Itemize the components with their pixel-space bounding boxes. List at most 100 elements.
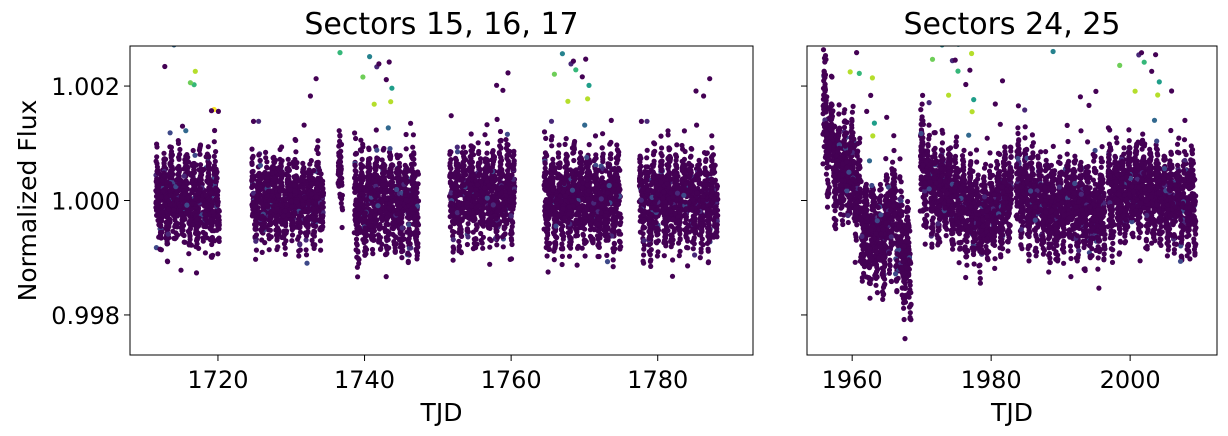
data-point [571, 140, 577, 147]
data-point [479, 240, 485, 246]
data-point [177, 146, 183, 153]
data-point [465, 234, 471, 240]
data-point [312, 242, 318, 248]
data-point [375, 223, 381, 229]
data-point [250, 199, 256, 205]
data-point [286, 161, 292, 167]
data-point [291, 174, 297, 180]
data-point [297, 242, 303, 248]
data-point [278, 176, 284, 182]
data-point [336, 162, 342, 168]
data-point [377, 246, 384, 252]
data-point [504, 131, 510, 137]
data-point [262, 190, 268, 196]
data-point [265, 171, 271, 177]
data-point [202, 250, 208, 256]
data-point [582, 239, 588, 245]
data-point [383, 274, 389, 280]
data-point [484, 150, 490, 156]
data-point [374, 147, 380, 153]
data-point [190, 222, 196, 228]
data-point [208, 203, 214, 209]
data-point [479, 221, 485, 227]
data-point [494, 242, 500, 248]
data-point [550, 187, 556, 193]
data-point [573, 67, 579, 73]
data-point [159, 209, 165, 215]
data-point [598, 209, 604, 216]
data-point [370, 201, 376, 207]
data-point [168, 144, 174, 150]
data-point [551, 175, 557, 181]
data-point [400, 176, 406, 182]
data-point [394, 152, 400, 158]
data-point [205, 144, 211, 150]
data-point [503, 184, 509, 190]
data-point [452, 181, 458, 187]
data-point [501, 226, 507, 232]
data-point [454, 210, 460, 216]
data-point [320, 190, 327, 196]
data-point [616, 186, 622, 192]
data-point [215, 108, 221, 114]
data-point [603, 213, 609, 219]
data-point [311, 228, 317, 234]
data-point [274, 237, 280, 243]
data-point [543, 135, 549, 141]
data-point [338, 148, 344, 154]
data-point [289, 238, 295, 244]
data-point [282, 208, 288, 214]
data-point [207, 217, 213, 223]
data-point [268, 220, 274, 226]
data-point [363, 188, 369, 194]
data-point [290, 224, 296, 230]
data-point [256, 118, 262, 124]
data-point [408, 120, 414, 126]
data-point [181, 173, 187, 179]
data-point [465, 176, 472, 183]
data-point [490, 185, 497, 191]
data-point [560, 206, 566, 212]
data-point [158, 247, 164, 253]
data-point [277, 188, 283, 194]
data-point [275, 229, 281, 235]
data-point [487, 225, 493, 231]
data-point [544, 235, 550, 242]
data-point [582, 253, 588, 259]
data-point [543, 180, 549, 186]
data-point [403, 197, 409, 203]
data-point [485, 190, 491, 196]
data-point [582, 219, 588, 225]
data-point [389, 85, 395, 91]
data-point [265, 182, 271, 188]
data-point [497, 128, 504, 135]
data-point [614, 142, 620, 148]
data-point [277, 156, 283, 162]
data-point [605, 190, 611, 196]
data-point [291, 182, 298, 188]
data-point [464, 241, 470, 248]
data-point [593, 172, 599, 178]
data-point [611, 240, 617, 246]
data-point [500, 212, 506, 218]
data-point [548, 162, 555, 168]
data-point [459, 209, 465, 215]
data-point [300, 185, 306, 191]
data-point [409, 187, 415, 193]
data-point [189, 201, 195, 207]
data-point [505, 168, 511, 174]
data-point [405, 251, 411, 257]
data-segment [447, 70, 518, 267]
data-point [307, 174, 313, 180]
data-point [598, 196, 604, 202]
data-point [368, 190, 374, 196]
data-point [382, 252, 389, 258]
data-point [199, 168, 205, 174]
data-point [461, 182, 467, 188]
data-point [495, 208, 501, 214]
data-point [167, 183, 173, 189]
data-point [215, 202, 221, 208]
data-point [500, 200, 506, 206]
data-point [566, 211, 572, 217]
data-point [543, 214, 549, 220]
